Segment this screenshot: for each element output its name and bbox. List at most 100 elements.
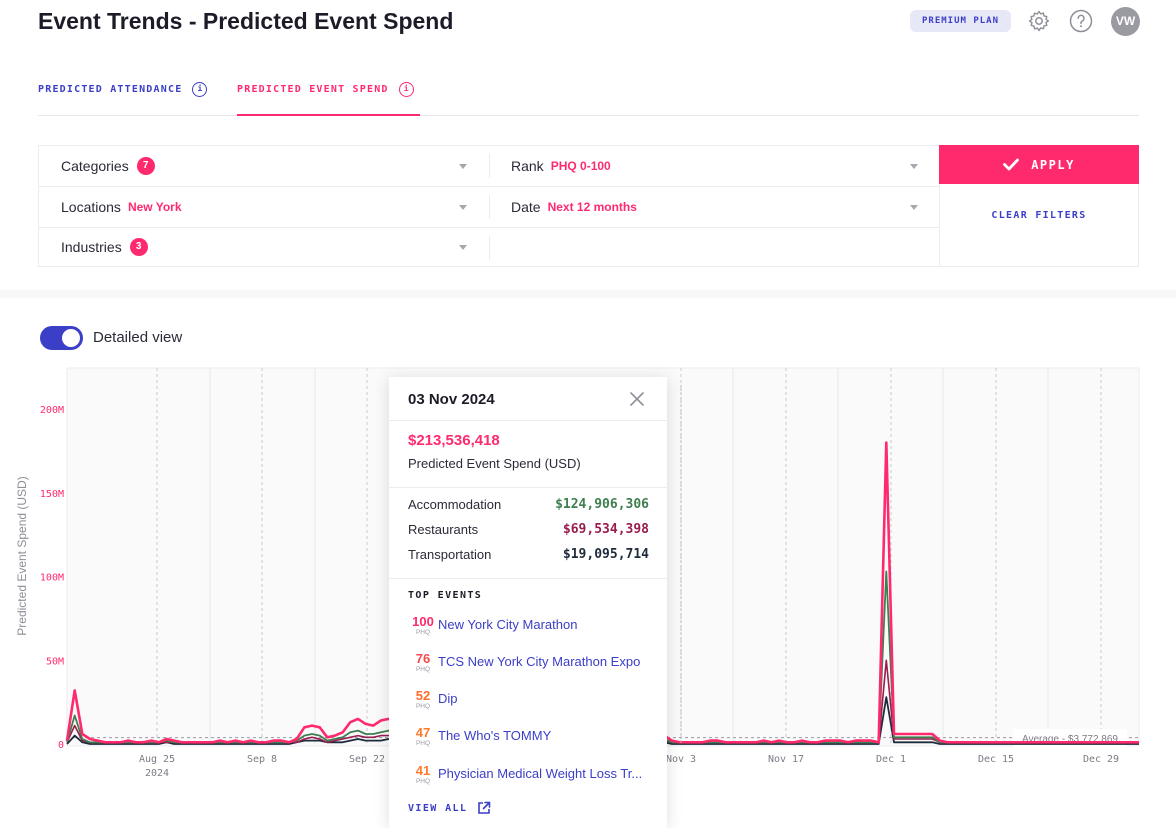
premium-plan-badge[interactable]: PREMIUM PLAN [910,10,1012,32]
detailed-view-label: Detailed view [93,329,183,346]
check-icon [1003,158,1020,171]
top-event-item[interactable]: 76 PHQ TCS New York City Marathon Expo [408,652,658,680]
tooltip-accommodation-row: Accommodation $124,906,306 [408,497,649,517]
industries-filter[interactable]: Industries 3 [61,227,471,267]
event-name[interactable]: The Who's TOMMY [438,728,552,743]
date-value: Next 12 months [547,200,637,214]
date-label: Date [511,199,541,215]
event-rank: 76 [415,651,431,666]
event-name[interactable]: Dip [438,691,458,706]
tab-predicted-attendance[interactable]: PREDICTED ATTENDANCE i [38,82,208,97]
event-name[interactable]: New York City Marathon [438,617,578,632]
industries-label: Industries [61,239,122,255]
chart-tooltip: 03 Nov 2024 $213,536,418 Predicted Event… [389,377,667,828]
event-rank-unit: PHQ [415,666,431,673]
locations-value: New York [127,200,182,214]
view-all-link[interactable]: VIEW ALL [408,801,491,815]
y-tick-label: 50M [46,656,64,667]
view-all-label: VIEW ALL [408,802,468,814]
tooltip-restaurants-row: Restaurants $69,534,398 [408,522,649,542]
x-tick-label: Sep 22 [349,754,385,765]
transportation-label: Transportation [408,547,492,562]
x-tick-label: Sep 8 [247,754,277,765]
transportation-amount: $19,095,714 [562,547,649,562]
rank-value: PHQ 0-100 [550,159,611,173]
chevron-down-icon[interactable] [459,164,467,169]
tab-predicted-event-spend[interactable]: PREDICTED EVENT SPEND i [237,82,414,97]
event-rank: 100 [412,614,434,629]
detailed-view-toggle[interactable] [40,326,83,350]
event-rank-unit: PHQ [415,778,431,785]
gear-icon[interactable] [1027,9,1051,33]
event-rank-unit: PHQ [415,740,431,747]
y-tick-label: 200M [40,405,64,416]
series-line-total [65,385,1139,744]
tooltip-total-spend: $213,536,418 [408,432,500,449]
divider [389,578,667,579]
divider [389,420,667,421]
external-link-icon [478,801,491,814]
accommodation-label: Accommodation [408,497,502,512]
tab-label: PREDICTED EVENT SPEND [237,84,389,95]
series-line-transportation [66,696,1139,745]
restaurants-amount: $69,534,398 [562,522,649,537]
date-filter[interactable]: Date Next 12 months [511,187,921,227]
divider [39,227,939,228]
average-label: Average - $3,772,869 [1022,734,1118,745]
divider [489,195,490,219]
y-tick-label: 0 [58,740,64,751]
chevron-down-icon[interactable] [459,245,467,250]
top-event-item[interactable]: 41 PHQ Physician Medical Weight Loss Tr.… [408,764,658,792]
y-axis-label: Predicted Event Spend (USD) [15,476,29,635]
page-title: Event Trends - Predicted Event Spend [38,8,454,34]
x-tick-label: Aug 25 [139,754,175,765]
top-events-heading: TOP EVENTS [408,590,483,601]
clear-filters-button[interactable]: CLEAR FILTERS [991,210,1087,221]
info-icon[interactable]: i [192,82,208,97]
event-rank: 52 [415,688,431,703]
event-rank-unit: PHQ [415,629,431,636]
event-rank: 47 [415,725,431,740]
categories-count-badge: 7 [136,157,155,175]
event-name[interactable]: Physician Medical Weight Loss Tr... [438,766,643,781]
toggle-knob [62,329,80,347]
x-tick-label: Dec 1 [876,754,906,765]
event-name[interactable]: TCS New York City Marathon Expo [438,654,641,669]
tooltip-total-label: Predicted Event Spend (USD) [408,456,581,471]
rank-label: Rank [511,158,544,174]
tabs-divider [38,115,1139,116]
top-event-item[interactable]: 47 PHQ The Who's TOMMY [408,726,658,754]
x-tick-sublabel: 2024 [145,768,169,779]
accommodation-amount: $124,906,306 [555,497,649,512]
apply-button[interactable]: APPLY [939,145,1139,184]
industries-count-badge: 3 [129,238,148,256]
chevron-down-icon[interactable] [459,205,467,210]
chevron-down-icon[interactable] [910,164,918,169]
close-icon[interactable] [629,391,645,407]
divider [389,487,667,488]
x-tick-label: Dec 29 [1083,754,1119,765]
apply-label: APPLY [1031,157,1075,172]
event-rank: 41 [415,763,431,778]
info-icon[interactable]: i [398,82,414,97]
x-tick-label: Dec 15 [978,754,1014,765]
active-tab-indicator [237,114,420,116]
y-tick-label: 150M [40,489,64,500]
user-avatar[interactable]: VW [1111,7,1140,36]
divider [489,236,490,260]
filters-panel: PREDICTED ATTENDANCE i PREDICTED EVENT S… [0,60,1176,290]
y-tick-label: 100M [40,573,64,584]
divider [39,186,939,187]
x-tick-label: Nov 3 [666,754,696,765]
categories-filter[interactable]: Categories 7 [61,146,471,186]
rank-filter[interactable]: Rank PHQ 0-100 [511,146,921,186]
chevron-down-icon[interactable] [910,205,918,210]
tooltip-transportation-row: Transportation $19,095,714 [408,547,649,567]
categories-label: Categories [61,158,129,174]
filter-box: Categories 7 Locations New York Industri… [38,145,1139,267]
locations-filter[interactable]: Locations New York [61,187,471,227]
restaurants-label: Restaurants [408,522,479,537]
help-icon[interactable] [1069,9,1093,33]
top-event-item[interactable]: 100 PHQ New York City Marathon [408,615,658,643]
top-event-item[interactable]: 52 PHQ Dip [408,689,658,717]
